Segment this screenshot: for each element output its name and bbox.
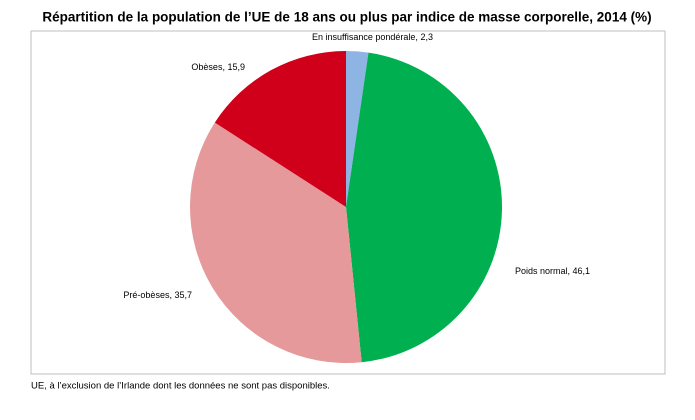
- plot-frame: [30, 30, 666, 375]
- slice-label: En insuffisance pondérale, 2,3: [312, 32, 433, 42]
- category-name: En insuffisance pondérale: [312, 32, 415, 42]
- slice-label: Obèses, 15,9: [191, 62, 245, 72]
- footnote: UE, à l’exclusion de l’Irlande dont les …: [31, 381, 330, 392]
- value-label: 2,3: [420, 32, 433, 42]
- value-label: 46,1: [573, 266, 591, 276]
- slice-label: Poids normal, 46,1: [515, 266, 590, 276]
- category-name: Obèses: [191, 62, 223, 72]
- chart-title: Répartition de la population de l’UE de …: [42, 10, 651, 25]
- label-separator: ,: [222, 62, 227, 72]
- category-name: Poids normal: [515, 266, 568, 276]
- slice-label: Pré-obèses, 35,7: [123, 290, 192, 300]
- label-separator: ,: [415, 32, 420, 42]
- pie-slice: [346, 51, 369, 207]
- pie-slice: [214, 51, 346, 207]
- pie-slice: [189, 122, 362, 363]
- label-separator: ,: [169, 290, 174, 300]
- category-name: Pré-obèses: [123, 290, 170, 300]
- pie-slice: [346, 52, 503, 363]
- label-separator: ,: [568, 266, 573, 276]
- value-label: 35,7: [174, 290, 192, 300]
- value-label: 15,9: [227, 62, 245, 72]
